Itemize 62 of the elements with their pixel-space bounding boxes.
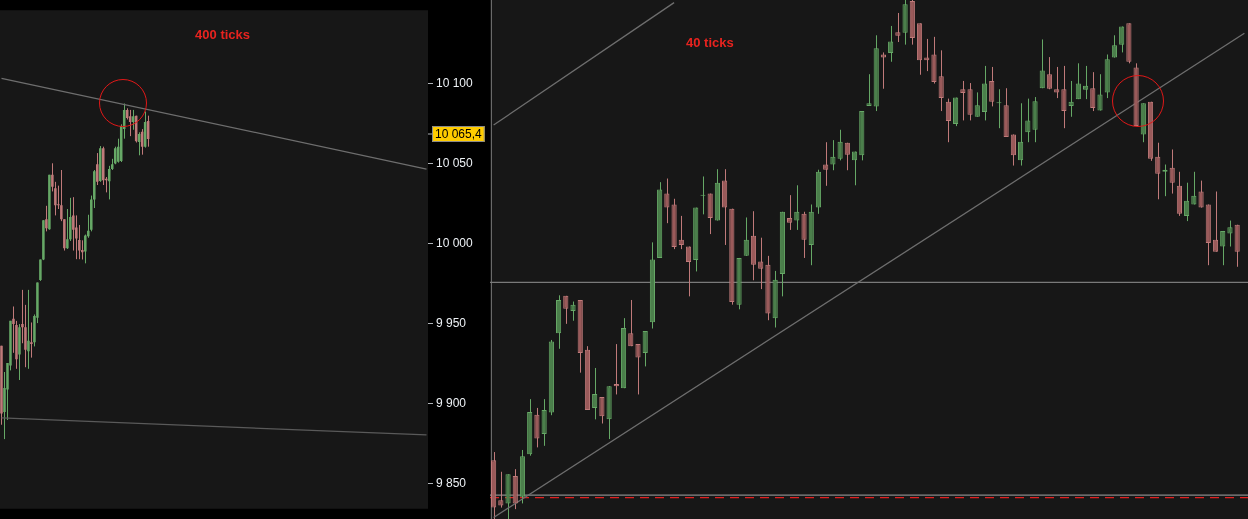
candlestick	[1090, 71, 1096, 112]
candlestick	[1212, 191, 1219, 253]
candlestick	[685, 246, 692, 297]
candlestick	[866, 73, 872, 107]
candlestick	[45, 205, 48, 232]
candlestick	[823, 141, 829, 187]
candlestick	[743, 216, 749, 257]
candlestick	[707, 193, 713, 235]
candlestick	[844, 142, 850, 171]
candlestick	[27, 289, 30, 370]
y-tick-label: 9 900	[436, 395, 467, 410]
candlestick	[880, 51, 887, 90]
candlestick	[830, 139, 836, 171]
candlestick	[1198, 180, 1204, 209]
candlestick	[1075, 62, 1081, 100]
candlestick	[1025, 98, 1031, 143]
candlestick	[592, 367, 598, 420]
candlestick	[974, 91, 980, 118]
candlestick	[1018, 102, 1024, 167]
candlestick	[635, 343, 641, 395]
candlestick	[534, 407, 540, 448]
candlestick	[541, 398, 547, 447]
candlestick	[967, 82, 973, 121]
candlestick	[794, 184, 800, 231]
candlestick	[989, 66, 995, 107]
candlestick	[1220, 230, 1226, 266]
annotation: 40 ticks	[685, 34, 734, 50]
candlestick	[801, 211, 807, 259]
candlestick	[1227, 220, 1233, 248]
candlestick	[30, 321, 33, 359]
candlestick	[837, 129, 843, 161]
candlestick	[1184, 182, 1190, 222]
candlestick	[642, 330, 648, 367]
candlestick	[1046, 56, 1053, 90]
y-tick-label: 9 850	[436, 475, 467, 490]
candlestick	[96, 152, 99, 186]
y-tick-label: 10 100	[436, 76, 474, 91]
candlestick	[1155, 142, 1161, 200]
y-tick-label: 10 000	[436, 235, 474, 250]
candlestick	[960, 80, 966, 121]
candlestick	[945, 98, 952, 143]
candlestick	[498, 471, 504, 509]
candlestick	[1039, 38, 1045, 89]
candlestick	[1061, 65, 1067, 129]
candlestick	[895, 12, 901, 43]
y-tick-label: 9 950	[436, 315, 467, 330]
candlestick	[786, 194, 793, 231]
text: 10 065,4	[435, 126, 483, 141]
y-tick-label: 10 050	[436, 155, 474, 170]
annotation: 400 ticks	[195, 26, 251, 42]
candlestick	[599, 396, 605, 424]
candlestick	[570, 301, 576, 322]
candlestick	[628, 299, 634, 347]
candlestick	[1119, 25, 1125, 53]
candlestick	[938, 49, 944, 112]
candlestick	[678, 215, 684, 250]
candlestick	[1010, 133, 1016, 167]
candlestick	[888, 25, 894, 63]
candlestick	[1169, 148, 1175, 195]
candlestick	[664, 178, 670, 224]
candlestick	[1097, 73, 1103, 112]
candlestick	[563, 295, 569, 325]
